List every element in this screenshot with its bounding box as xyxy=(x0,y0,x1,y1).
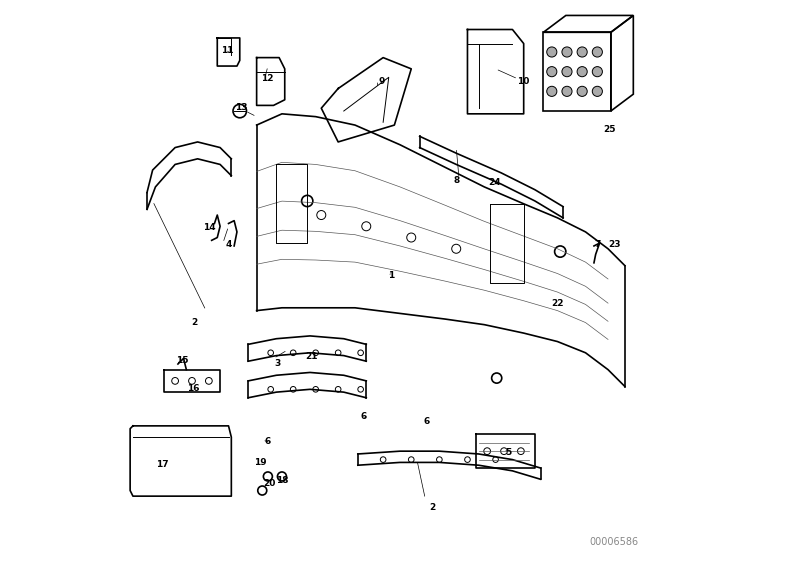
Circle shape xyxy=(562,86,572,97)
Text: 15: 15 xyxy=(176,355,189,364)
Text: 3: 3 xyxy=(275,359,281,368)
Text: 21: 21 xyxy=(305,352,318,361)
Circle shape xyxy=(592,47,602,57)
Text: 5: 5 xyxy=(505,448,511,457)
Text: 25: 25 xyxy=(603,125,615,134)
Text: 14: 14 xyxy=(202,224,215,232)
Circle shape xyxy=(562,47,572,57)
Text: 18: 18 xyxy=(276,476,288,485)
Text: 00006586: 00006586 xyxy=(589,537,638,547)
Text: 16: 16 xyxy=(187,384,200,393)
Text: 9: 9 xyxy=(379,77,385,86)
Circle shape xyxy=(546,67,557,77)
Circle shape xyxy=(562,67,572,77)
Circle shape xyxy=(577,67,587,77)
Text: 13: 13 xyxy=(235,103,248,111)
Text: 2: 2 xyxy=(192,319,198,328)
Text: 4: 4 xyxy=(226,240,232,249)
Circle shape xyxy=(592,67,602,77)
Text: 1: 1 xyxy=(389,271,394,280)
Text: 12: 12 xyxy=(261,75,274,84)
Text: 24: 24 xyxy=(488,179,501,188)
Text: 22: 22 xyxy=(551,299,564,308)
Text: 6: 6 xyxy=(265,437,271,446)
Circle shape xyxy=(577,47,587,57)
Text: 2: 2 xyxy=(430,503,436,512)
Text: 6: 6 xyxy=(360,412,366,421)
Text: 8: 8 xyxy=(454,176,460,185)
Circle shape xyxy=(546,86,557,97)
Text: 6: 6 xyxy=(424,418,430,427)
Circle shape xyxy=(546,47,557,57)
Text: 10: 10 xyxy=(518,77,530,86)
Text: 23: 23 xyxy=(609,240,621,249)
Text: 7: 7 xyxy=(594,240,601,249)
Text: 19: 19 xyxy=(254,458,267,467)
Circle shape xyxy=(592,86,602,97)
Circle shape xyxy=(577,86,587,97)
Text: 20: 20 xyxy=(263,479,276,488)
Text: 11: 11 xyxy=(221,46,233,55)
Text: 17: 17 xyxy=(157,459,169,468)
